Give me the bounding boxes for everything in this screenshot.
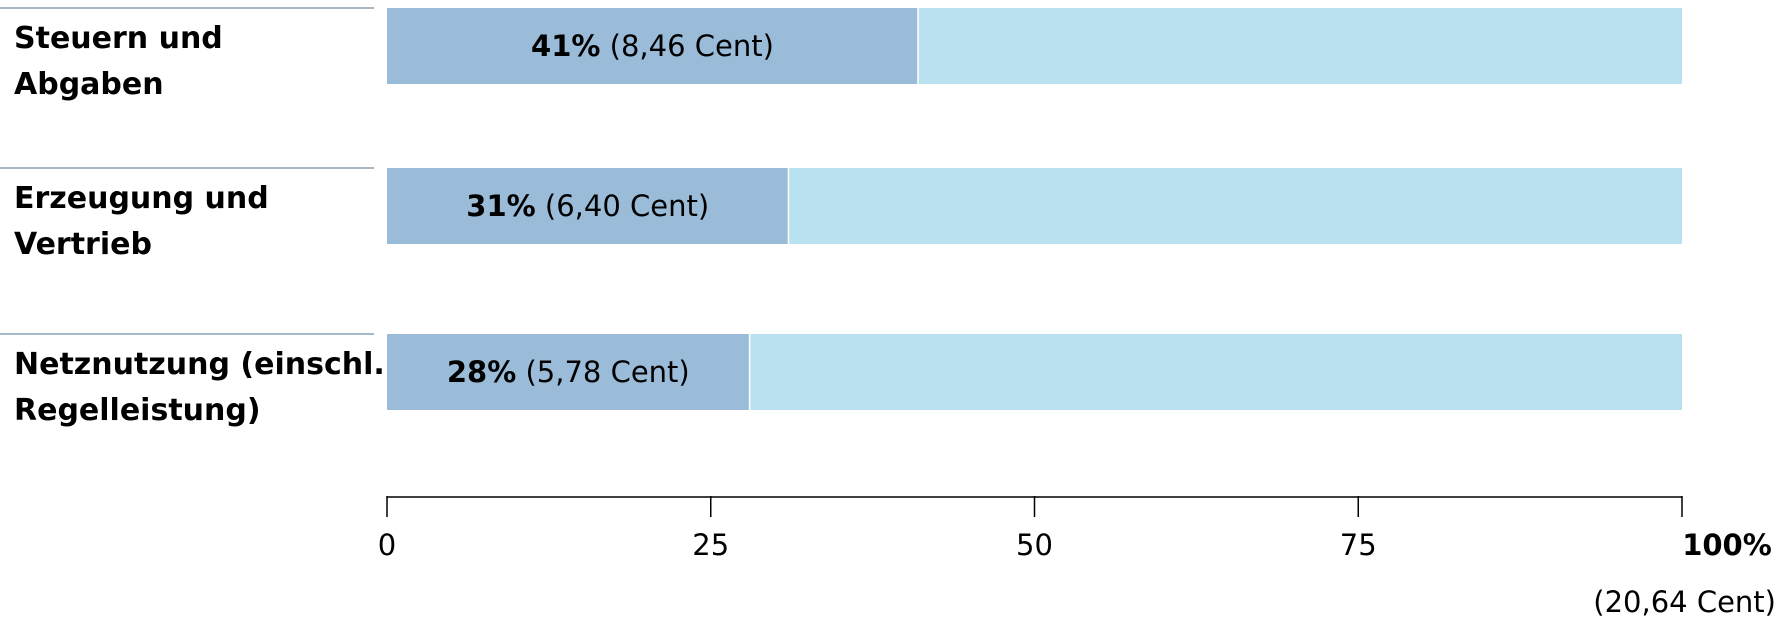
category-label-line: Netznutzung (einschl. — [14, 347, 385, 382]
category-label-line: Steuern und — [14, 21, 223, 56]
x-tick-label: 75 — [1340, 528, 1377, 562]
category-label: Erzeugung und Vertrieb — [14, 181, 269, 262]
bar-value-cents: (5,78 Cent) — [516, 355, 689, 389]
x-tick-label: 50 — [1016, 528, 1053, 562]
bar-value-label: 41% (8,46 Cent) — [531, 29, 774, 63]
x-axis: 0 25 50 75 100% — [378, 496, 1772, 562]
bar-value-cents: (8,46 Cent) — [600, 29, 773, 63]
bar-row: Netznutzung (einschl. Regelleistung) 28% (… — [0, 333, 1682, 428]
bar-value-percent: 28% — [447, 355, 516, 389]
bar — [387, 334, 750, 410]
x-tick-label: 0 — [378, 528, 396, 562]
total-note: (20,64 Cent) — [1593, 585, 1776, 619]
bar-value-label: 31% (6,40 Cent) — [466, 189, 709, 223]
category-label: Netznutzung (einschl. Regelleistung) — [14, 347, 385, 428]
category-label-line: Erzeugung und — [14, 181, 269, 216]
bar-row: Steuern und Abgaben 41% (8,46 Cent) — [0, 7, 1682, 102]
category-label: Steuern und Abgaben — [14, 21, 223, 102]
bar-value-percent: 31% — [466, 189, 535, 223]
bar-value-cents: (6,40 Cent) — [536, 189, 709, 223]
bar-row: Erzeugung und Vertrieb 31% (6,40 Cent) — [0, 167, 1682, 262]
bar-rows: Steuern und Abgaben 41% (8,46 Cent) Erzeugu… — [0, 7, 1682, 428]
x-tick-label: 25 — [692, 528, 729, 562]
bar — [387, 168, 789, 244]
category-label-line: Abgaben — [14, 67, 164, 102]
bar — [387, 8, 918, 84]
x-tick-label: 100% — [1682, 528, 1772, 562]
bar-value-percent: 41% — [531, 29, 600, 63]
bar-value-label: 28% (5,78 Cent) — [447, 355, 690, 389]
category-label-line: Vertrieb — [14, 227, 152, 262]
category-label-line: Regelleistung) — [14, 393, 261, 428]
